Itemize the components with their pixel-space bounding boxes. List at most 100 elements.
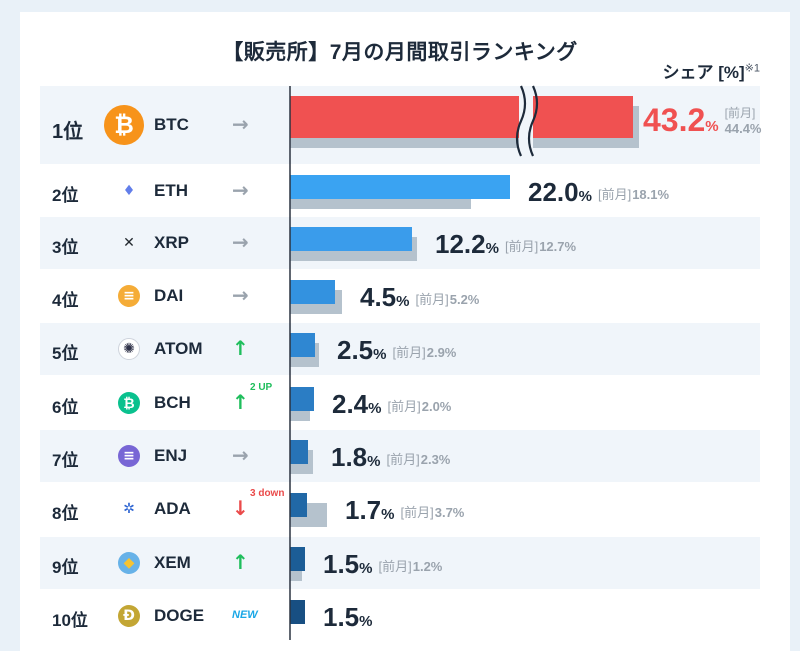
rank-label: 7位 (52, 451, 79, 470)
trend-same-icon: → (232, 283, 249, 307)
prev-value: 2.3% (421, 452, 451, 467)
prev-value: 2.9% (427, 345, 457, 360)
rank-label: 8位 (52, 504, 79, 523)
bar (290, 227, 412, 251)
value-label: 1.8% (331, 442, 381, 472)
trend-note: 3 down (250, 488, 285, 499)
bar (290, 387, 314, 411)
bitcoin-cash-icon: ₿ (118, 392, 140, 414)
value-unit: % (579, 188, 592, 205)
rank-label: 6位 (52, 398, 79, 417)
prev-label: [前月] (401, 505, 434, 520)
value-unit: % (396, 293, 409, 310)
prev-label: [前月] (505, 239, 538, 254)
rank-label: 9位 (52, 558, 79, 577)
rank-label: 3位 (52, 238, 79, 257)
value-unit: % (705, 118, 718, 135)
coin-symbol: ENJ (154, 446, 188, 465)
rank-label: 10位 (52, 611, 88, 630)
value-unit: % (359, 560, 372, 577)
rank-label: 4位 (52, 291, 79, 310)
value-unit: % (368, 400, 381, 417)
share-axis-label: シェア [%]※1 (662, 62, 760, 82)
value-unit: % (359, 613, 372, 630)
trend-same-icon: → (232, 112, 249, 136)
coin-symbol: BTC (154, 115, 189, 134)
trend-same-icon: → (232, 230, 249, 254)
coin-symbol: ATOM (154, 339, 203, 358)
coin-symbol: DAI (154, 286, 184, 305)
trend-up-icon: ↑ 2 UP (232, 382, 273, 414)
prev-label: [前月] (416, 292, 449, 307)
value-unit: % (367, 453, 380, 470)
ranking-row: 5位 ✺ ATOM ↑ (40, 323, 760, 375)
prev-value: 1.2% (413, 559, 443, 574)
bar (290, 440, 308, 464)
prev-value: 2.0% (422, 399, 452, 414)
prev-label: [前月] (379, 559, 412, 574)
xrp-icon: ✕ (123, 235, 135, 251)
value-label: 1.5% (323, 602, 373, 632)
prev-label: [前月] (598, 187, 631, 202)
ranking-row: 7位 ≡ ENJ → (40, 430, 760, 482)
trend-same-icon: → (232, 178, 249, 202)
new-badge: NEW (232, 609, 258, 621)
bitcoin-icon: ₿ (104, 105, 144, 145)
ranking-row: 10位 Ð DOGE NEW (40, 590, 760, 642)
dai-icon: ≡ (118, 285, 140, 307)
value-label: 4.5% (360, 282, 410, 312)
cosmos-atom-icon: ✺ (118, 338, 140, 360)
value-label: 2.5% (337, 335, 387, 365)
axis-break-line (515, 85, 527, 157)
value-label: 1.7% (345, 495, 395, 525)
value-unit: % (381, 506, 394, 523)
bar (290, 280, 335, 304)
trend-note: 2 UP (250, 382, 273, 393)
bar (290, 175, 510, 199)
trend-same-icon: → (232, 443, 249, 467)
coin-symbol: BCH (154, 393, 191, 412)
bar (290, 333, 315, 357)
bar (290, 493, 307, 517)
coin-symbol: DOGE (154, 606, 205, 625)
prev-value: 5.2% (450, 292, 480, 307)
prev-value: 18.1% (632, 187, 669, 202)
cardano-icon: ✲ (123, 501, 135, 517)
bar (290, 600, 305, 624)
ranking-row: 9位 ◆ XEM ↑ (40, 537, 760, 589)
prev-value: 12.7% (539, 239, 576, 254)
trend-up-icon: ↑ (232, 336, 249, 360)
coin-symbol: ADA (154, 499, 191, 518)
bar (290, 96, 633, 138)
coin-symbol: XEM (154, 553, 191, 572)
value-unit: % (373, 346, 386, 363)
ranking-row: 2位 ♦ ETH → (40, 165, 760, 217)
ranking-row: 6位 ₿ BCH ↑ 2 UP (40, 377, 760, 429)
prev-label: [前月] (393, 345, 426, 360)
chart-title: 【販売所】7月の月間取引ランキング (222, 41, 578, 64)
rank-label: 5位 (52, 344, 79, 363)
trend-down-icon: ↓ 3 down (232, 488, 285, 520)
value-label: 43.2% (643, 102, 719, 138)
rank-label: 1位 (52, 121, 84, 143)
prev-value: 44.4% (725, 121, 762, 136)
axis-break-line (527, 85, 539, 157)
ranking-row: 8位 ✲ ADA ↓ 3 down (40, 483, 760, 535)
nem-icon: ◆ (118, 552, 140, 574)
coin-symbol: ETH (154, 181, 188, 200)
prev-label: [前月] (725, 105, 756, 120)
dogecoin-icon: Ð (118, 605, 140, 627)
trend-up-icon: ↑ (232, 550, 249, 574)
value-label: 12.2% (435, 229, 499, 259)
ethereum-icon: ♦ (122, 183, 136, 199)
value-unit: % (486, 240, 499, 257)
prev-label: [前月] (387, 452, 420, 467)
value-label: 1.5% (323, 549, 373, 579)
rank-label: 2位 (52, 186, 79, 205)
bar (290, 547, 305, 571)
ranking-row: 4位 ≡ DAI → (40, 270, 760, 322)
prev-label: [前月] (388, 399, 421, 414)
enjin-icon: ≡ (118, 445, 140, 467)
value-label: 22.0% (528, 177, 592, 207)
